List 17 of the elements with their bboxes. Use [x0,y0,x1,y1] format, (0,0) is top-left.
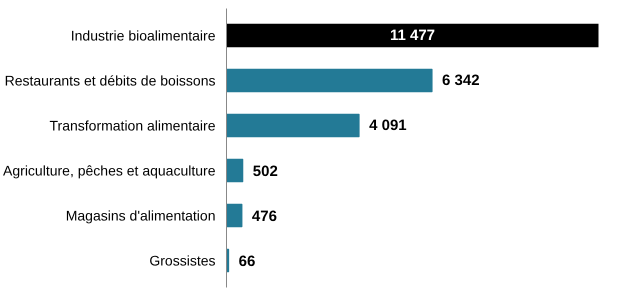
bar [226,114,360,138]
y-tick-label: Agriculture, pêches et aquaculture [3,162,216,178]
data-label: 476 [252,208,277,225]
bar [226,204,242,228]
data-label: 11 477 [390,27,436,44]
data-label: 6 342 [442,72,480,89]
y-tick-label: Magasins d'alimentation [66,208,216,224]
bar [226,158,244,182]
data-label: 66 [238,253,256,270]
bar [226,68,433,92]
data-label: 502 [252,163,278,180]
y-tick-label: Restaurants et débits de boissons [4,72,216,88]
y-tick-label: Industrie bioalimentaire [70,28,216,44]
data-label: 4 091 [369,117,407,134]
y-tick-label: Grossistes [149,252,216,268]
bar [226,24,598,48]
y-tick-label: Transformation alimentaire [50,118,216,134]
